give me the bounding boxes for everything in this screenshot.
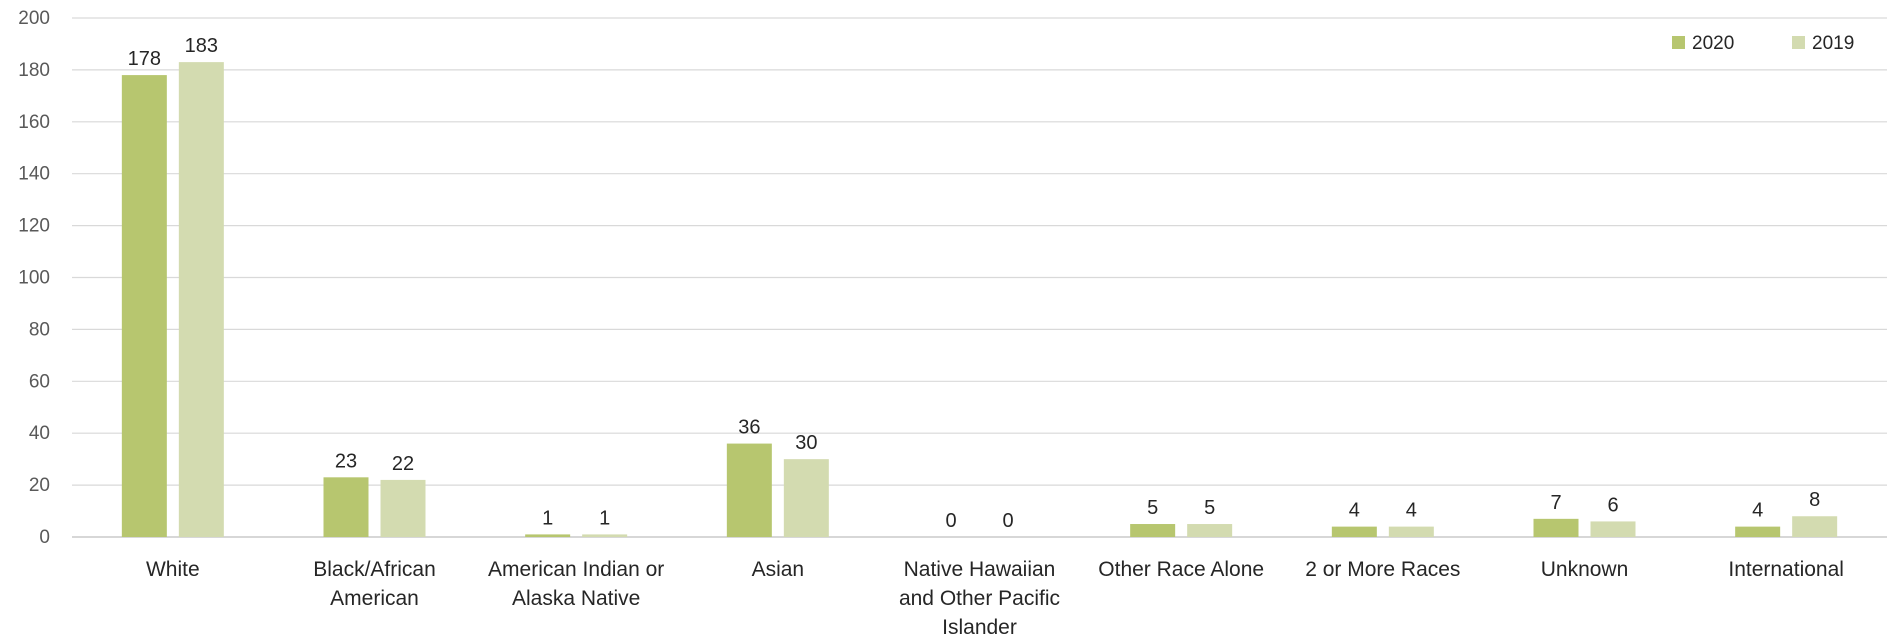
category-label: Asian (752, 558, 805, 581)
y-tick-label: 40 (29, 423, 50, 444)
y-tick-label: 20 (29, 475, 50, 496)
bar-2019 (1590, 521, 1636, 537)
legend-label-2019: 2019 (1812, 33, 1854, 54)
data-label: 22 (392, 453, 414, 475)
data-label: 8 (1809, 489, 1820, 511)
y-tick-label: 60 (29, 371, 50, 392)
data-label: 6 (1607, 494, 1618, 516)
bar-2019 (380, 479, 426, 537)
category-label: International (1728, 558, 1844, 581)
bar-2020 (1735, 526, 1781, 537)
gridlines (72, 17, 1887, 538)
legend-swatch-2019 (1792, 36, 1805, 49)
x-axis-category-labels: White Black/African American American India… (146, 558, 1844, 635)
bars (121, 62, 1838, 538)
bar-2020 (726, 443, 772, 537)
bar-2019 (1388, 526, 1434, 537)
data-label: 4 (1752, 500, 1763, 522)
legend-swatch-2020 (1672, 36, 1685, 49)
data-label: 30 (795, 432, 817, 454)
data-label: 4 (1406, 500, 1417, 522)
category-label: Other Race Alone (1098, 558, 1264, 581)
category-label: Black/African American (313, 558, 436, 610)
category-label: 2 or More Races (1305, 558, 1460, 581)
data-labels: 178 183 23 22 1 1 36 30 0 0 5 5 4 4 7 6 4 8 (128, 35, 1821, 532)
bar-2020 (323, 477, 369, 537)
bar-2019 (582, 534, 628, 537)
data-label: 1 (542, 507, 553, 529)
y-tick-label: 160 (18, 112, 50, 133)
bar-2020 (121, 75, 167, 537)
bar-2019 (178, 62, 224, 538)
legend: 2020 2019 (1672, 33, 1854, 54)
data-label: 7 (1550, 492, 1561, 514)
data-label: 0 (945, 510, 956, 532)
data-label: 0 (1002, 510, 1013, 532)
data-label: 4 (1349, 500, 1360, 522)
bar-2020 (1130, 524, 1176, 537)
data-label: 23 (335, 450, 357, 472)
y-tick-label: 120 (18, 216, 50, 237)
data-label: 183 (185, 35, 218, 57)
data-label: 1 (599, 507, 610, 529)
legend-label-2020: 2020 (1692, 33, 1734, 54)
y-tick-label: 0 (39, 527, 50, 548)
data-label: 5 (1204, 497, 1215, 519)
data-label: 5 (1147, 497, 1158, 519)
category-label: White (146, 558, 200, 581)
category-label: American Indian or Alaska Native (488, 558, 664, 610)
y-tick-label: 100 (18, 268, 50, 289)
data-label: 178 (128, 48, 161, 70)
bar-2019 (1187, 524, 1233, 537)
y-tick-label: 200 (18, 8, 50, 29)
data-label: 36 (738, 417, 760, 439)
bar-2020 (525, 534, 571, 537)
bar-2020 (1331, 526, 1377, 537)
bar-2020 (1533, 518, 1579, 537)
y-axis-tick-labels: 0 20 40 60 80 100 120 140 160 180 200 (18, 8, 50, 548)
bar-2019 (1792, 516, 1838, 537)
bar-2019 (783, 459, 829, 537)
y-tick-label: 180 (18, 60, 50, 81)
y-tick-label: 80 (29, 319, 50, 340)
category-label: Unknown (1541, 558, 1629, 581)
category-label: Native Hawaiian and Other Pacific Islander (899, 558, 1060, 635)
y-tick-label: 140 (18, 164, 50, 185)
